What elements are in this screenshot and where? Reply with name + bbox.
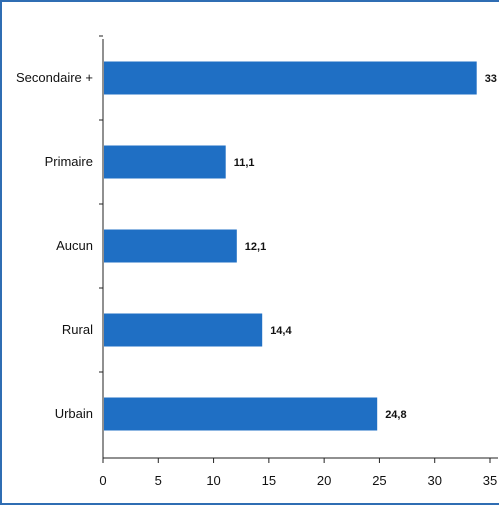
- axes-group: [99, 35, 498, 463]
- category-label-4: Urbain: [55, 406, 93, 421]
- x-tick-label-2: 10: [206, 473, 220, 488]
- category-label-1: Primaire: [45, 154, 93, 169]
- category-label-3: Rural: [62, 322, 93, 337]
- x-tick-labels: 0 5 10 15 20 25 30 35: [99, 473, 497, 488]
- x-tick-label-7: 35: [483, 473, 497, 488]
- bar-4: [104, 397, 378, 431]
- x-tick-label-4: 20: [317, 473, 331, 488]
- category-label-0: Secondaire +: [16, 70, 93, 85]
- value-label-1: 11,1: [234, 157, 255, 169]
- value-label-0: 33: [485, 73, 497, 85]
- category-label-2: Aucun: [56, 238, 93, 253]
- x-tick-label-6: 30: [427, 473, 441, 488]
- x-tick-label-0: 0: [99, 473, 106, 488]
- value-label-4: 24,8: [385, 409, 406, 421]
- x-tick-label-3: 15: [262, 473, 276, 488]
- x-tick-label-1: 5: [155, 473, 162, 488]
- value-label-3: 14,4: [270, 325, 292, 337]
- x-tick-label-5: 25: [372, 473, 386, 488]
- value-label-2: 12,1: [245, 241, 266, 253]
- bar-2: [104, 229, 237, 263]
- bar-0: [104, 61, 477, 95]
- value-labels: 33 11,1 12,1 14,4 24,8: [234, 73, 497, 421]
- bars-group: [104, 61, 477, 431]
- bar-1: [104, 145, 226, 179]
- category-labels: Secondaire + Primaire Aucun Rural Urbain: [16, 70, 93, 421]
- bar-3: [104, 313, 263, 347]
